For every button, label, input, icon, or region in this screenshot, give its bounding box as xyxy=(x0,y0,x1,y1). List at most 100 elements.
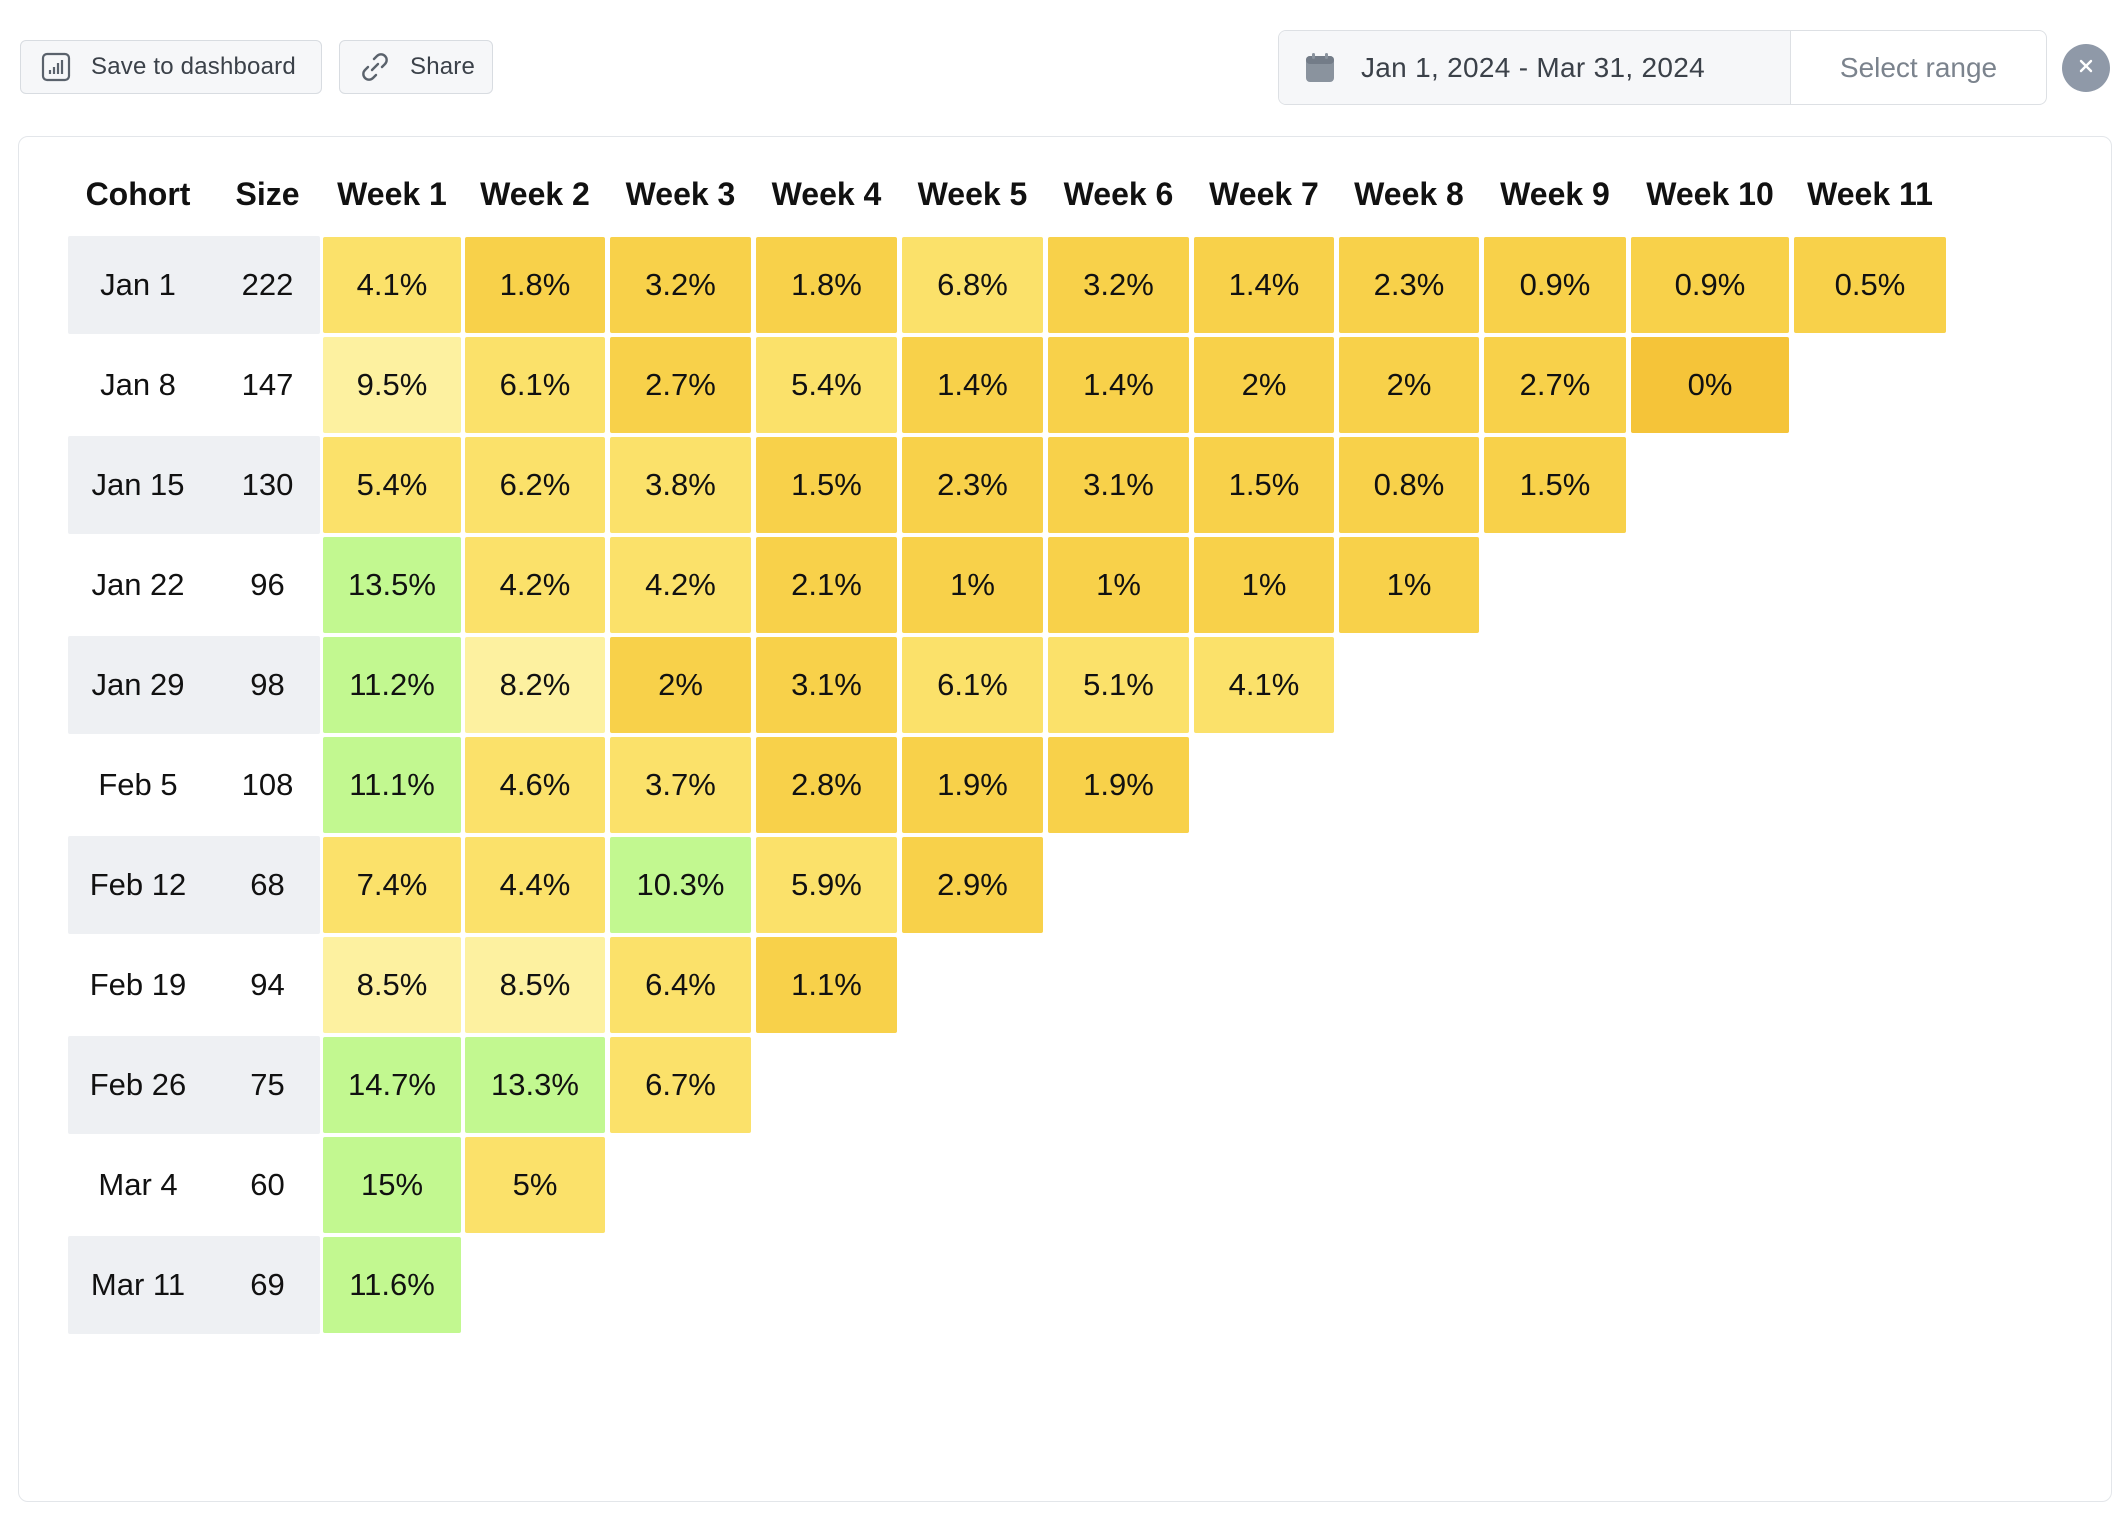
retention-cell: 0.9% xyxy=(1631,237,1789,333)
row-label-background xyxy=(68,636,320,734)
retention-cell: 6.4% xyxy=(610,937,751,1033)
retention-cell: 1.5% xyxy=(756,437,897,533)
row-label-background xyxy=(68,436,320,534)
retention-cell: 9.5% xyxy=(323,337,461,433)
cohort-size: 94 xyxy=(250,967,285,1002)
retention-cell: 4.2% xyxy=(465,537,605,633)
retention-cell: 5.1% xyxy=(1048,637,1189,733)
retention-cell: 1.4% xyxy=(1048,337,1189,433)
retention-cell: 2.7% xyxy=(610,337,751,433)
retention-cell: 1.9% xyxy=(1048,737,1189,833)
retention-cell: 7.4% xyxy=(323,837,461,933)
cohort-label: Jan 29 xyxy=(91,667,185,702)
retention-cell: 2% xyxy=(1194,337,1334,433)
retention-cell: 2.9% xyxy=(902,837,1043,933)
retention-cell: 1.5% xyxy=(1484,437,1626,533)
retention-cell: 0% xyxy=(1631,337,1789,433)
date-range-display[interactable]: Jan 1, 2024 - Mar 31, 2024 xyxy=(1279,31,1791,104)
retention-cell: 3.1% xyxy=(1048,437,1189,533)
column-header: Week 5 xyxy=(917,175,1028,212)
retention-cell: 1.4% xyxy=(1194,237,1334,333)
retention-cell: 1.9% xyxy=(902,737,1043,833)
column-header: Size xyxy=(235,175,300,212)
column-header: Week 4 xyxy=(771,175,882,212)
retention-cell: 1.1% xyxy=(756,937,897,1033)
cohort-label: Jan 15 xyxy=(91,467,185,502)
cohort-size: 68 xyxy=(250,867,285,902)
retention-cell: 0.5% xyxy=(1794,237,1946,333)
cohort-size: 75 xyxy=(250,1067,285,1102)
retention-cell: 2.3% xyxy=(1339,237,1479,333)
row-label-background xyxy=(68,236,320,334)
retention-cell: 8.2% xyxy=(465,637,605,733)
retention-cell: 10.3% xyxy=(610,837,751,933)
retention-cell: 4.1% xyxy=(323,237,461,333)
select-range-button[interactable]: Select range xyxy=(1839,51,1998,83)
column-header: Week 1 xyxy=(337,175,447,212)
retention-cell: 15% xyxy=(323,1137,461,1233)
retention-cell: 3.8% xyxy=(610,437,751,533)
cohort-size: 60 xyxy=(250,1167,285,1202)
cohort-size: 96 xyxy=(250,567,285,602)
retention-cell: 5.9% xyxy=(756,837,897,933)
retention-cell: 1.4% xyxy=(902,337,1043,433)
retention-cell: 1.5% xyxy=(1194,437,1334,533)
retention-cell: 2% xyxy=(610,637,751,733)
retention-cell: 6.8% xyxy=(902,237,1043,333)
cohort-label: Mar 11 xyxy=(90,1267,186,1302)
column-header: Week 11 xyxy=(1807,175,1933,212)
retention-cell: 3.2% xyxy=(1048,237,1189,333)
column-header: Week 8 xyxy=(1354,175,1464,212)
cohort-size: 222 xyxy=(241,267,294,302)
retention-cell: 2.7% xyxy=(1484,337,1626,433)
retention-cell: 2.3% xyxy=(902,437,1043,533)
row-label-background xyxy=(68,1236,320,1334)
retention-cell: 6.7% xyxy=(610,1037,751,1133)
retention-cell: 14.7% xyxy=(323,1037,461,1133)
retention-cell: 1% xyxy=(1048,537,1189,633)
retention-cell: 13.5% xyxy=(323,537,461,633)
retention-cell: 0.9% xyxy=(1484,237,1626,333)
retention-cell: 11.6% xyxy=(323,1237,461,1333)
retention-cell: 3.7% xyxy=(610,737,751,833)
date-range-text: Jan 1, 2024 - Mar 31, 2024 xyxy=(1361,51,1706,83)
column-header: Cohort xyxy=(85,175,191,212)
retention-cell: 1% xyxy=(902,537,1043,633)
retention-cell: 5% xyxy=(465,1137,605,1233)
retention-cell: 6.2% xyxy=(465,437,605,533)
date-range-picker[interactable]: Jan 1, 2024 - Mar 31, 2024 Select range xyxy=(1278,30,2047,105)
row-label-background xyxy=(68,836,320,934)
column-header: Week 6 xyxy=(1063,175,1174,212)
retention-cell: 8.5% xyxy=(323,937,461,1033)
retention-cell: 11.2% xyxy=(323,637,461,733)
cohort-label: Feb 26 xyxy=(89,1067,187,1102)
close-icon xyxy=(2077,57,2095,80)
cohort-label: Jan 22 xyxy=(91,567,185,602)
retention-cell: 5.4% xyxy=(756,337,897,433)
cohort-size: 108 xyxy=(241,767,294,802)
cohort-label: Feb 19 xyxy=(89,967,187,1002)
retention-cell: 8.5% xyxy=(465,937,605,1033)
save-to-dashboard-button[interactable]: Save to dashboard xyxy=(20,40,322,94)
cohort-label: Jan 8 xyxy=(100,367,176,402)
calendar-icon xyxy=(1303,51,1337,85)
save-to-dashboard-label: Save to dashboard xyxy=(91,53,296,80)
retention-cell: 0.8% xyxy=(1339,437,1479,533)
column-header: Week 2 xyxy=(480,175,590,212)
share-label: Share xyxy=(410,53,476,80)
retention-cell: 11.1% xyxy=(323,737,461,833)
retention-cell: 4.1% xyxy=(1194,637,1334,733)
cohort-label: Jan 1 xyxy=(100,267,176,302)
cohort-label: Feb 5 xyxy=(98,767,178,802)
cohort-size: 147 xyxy=(241,367,294,402)
retention-cell: 1.8% xyxy=(756,237,897,333)
retention-cell: 1.8% xyxy=(465,237,605,333)
share-button[interactable]: Share xyxy=(339,40,493,94)
toolbar: Save to dashboard Share Jan 1, 2024 - Ma… xyxy=(0,0,2122,130)
row-label-background xyxy=(68,1036,320,1134)
retention-cell: 5.4% xyxy=(323,437,461,533)
column-header: Week 7 xyxy=(1209,175,1319,212)
cohort-label: Feb 12 xyxy=(89,867,187,902)
retention-cell: 1% xyxy=(1339,537,1479,633)
clear-range-button[interactable] xyxy=(2062,44,2110,92)
